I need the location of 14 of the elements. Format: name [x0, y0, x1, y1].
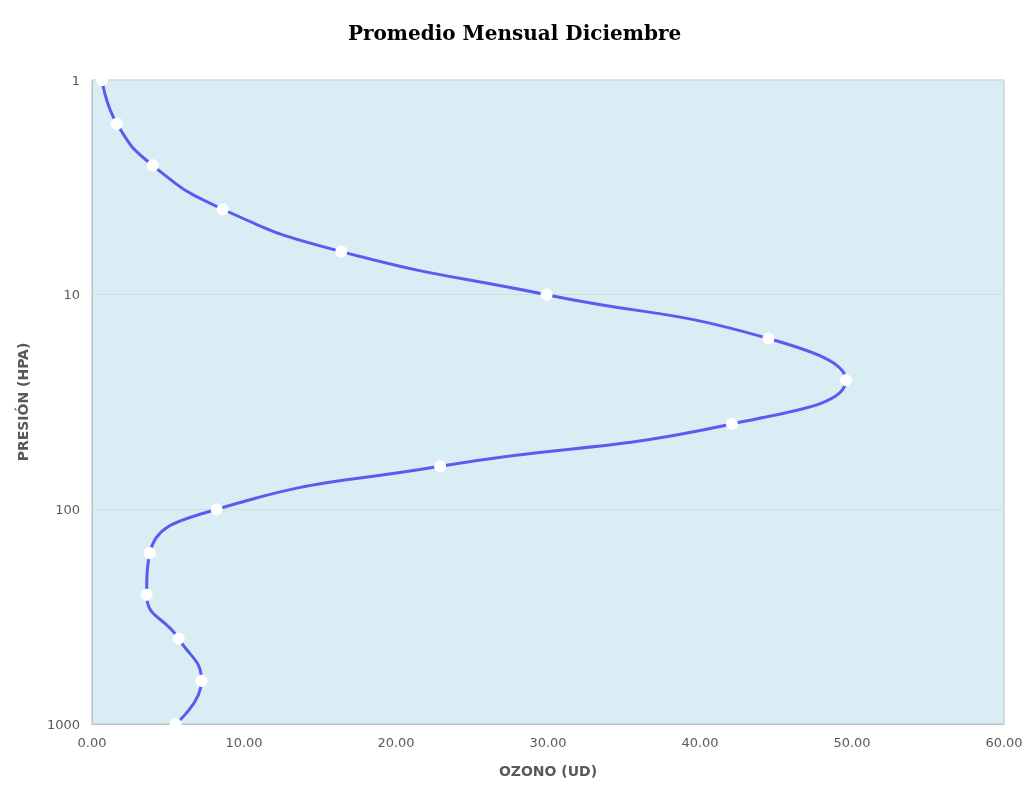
chart-title: Promedio Mensual Diciembre [347, 21, 682, 45]
y-tick-label: 100 [55, 501, 80, 517]
y-tick-label: 1 [71, 72, 80, 88]
y-axis-title: PRESIÓN (HPA) [14, 342, 31, 462]
x-axis-title: OZONO (UD) [498, 763, 598, 779]
x-tick-label: 20.00 [377, 735, 415, 750]
x-tick-label: 0.00 [77, 735, 107, 750]
x-tick-label: 30.00 [529, 735, 567, 750]
x-tick-label: 10.00 [225, 735, 263, 750]
x-tick-label: 60.00 [985, 735, 1023, 750]
y-tick-label: 1000 [46, 716, 80, 732]
y-tick-label: 10 [63, 287, 80, 303]
x-tick-label: 50.00 [833, 735, 871, 750]
x-tick-label: 40.00 [681, 735, 719, 750]
